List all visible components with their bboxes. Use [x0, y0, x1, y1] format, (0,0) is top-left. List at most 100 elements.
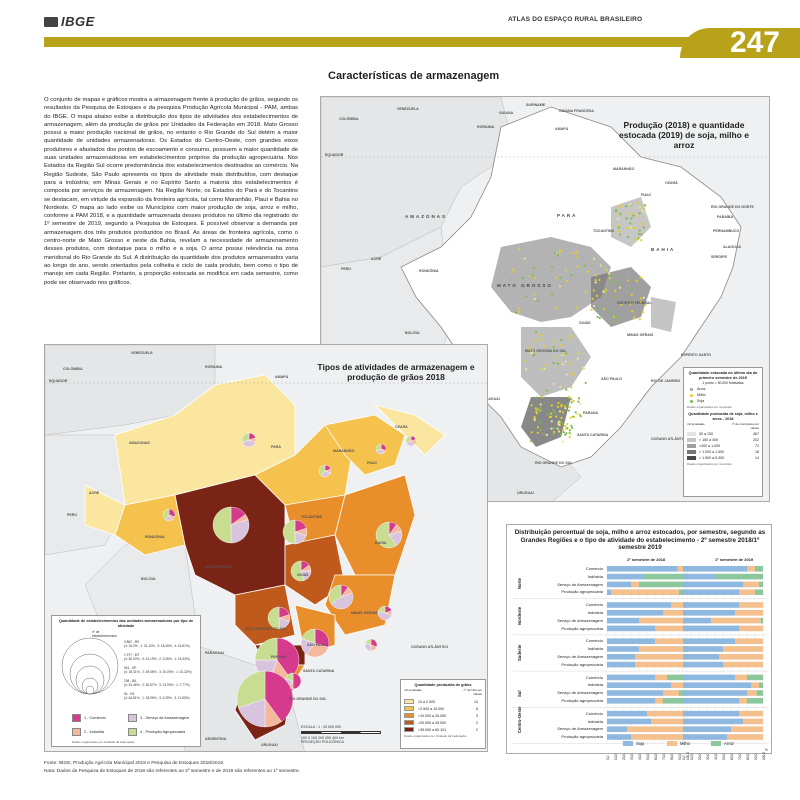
storage-dot	[584, 381, 587, 385]
map2-label-venezuela: VENEZUELA	[131, 351, 153, 355]
storage-distribution-chart: Distribuição percentual de soja, milho e…	[506, 524, 772, 760]
map1-class-row: 30 a 150 467	[687, 431, 759, 437]
storage-dot	[577, 265, 580, 268]
map2-class-row: >20.000 a 35.000 2	[404, 719, 482, 726]
map2-label-ceara: CEARÁ	[395, 425, 408, 429]
chart-panel-2018: 2º semestre de 2018	[627, 557, 666, 562]
storage-dot	[569, 416, 572, 419]
map2-scale: ESCALA : 1 : 25 000 000 100 0 100 200 30…	[301, 725, 381, 744]
map1-prod-note: Dados organizados por município	[687, 462, 732, 467]
storage-dot	[557, 420, 560, 423]
chart-tick-label: 100,0	[685, 752, 690, 760]
map1-label-roraima: RORAIMA	[477, 125, 495, 129]
storage-dot	[637, 232, 641, 235]
pie-slice	[292, 672, 302, 690]
chart-category-label: Serviço de Armazenagem	[557, 654, 603, 659]
storage-dot	[538, 421, 542, 424]
storage-dot	[554, 276, 558, 279]
storage-dot	[521, 276, 525, 280]
storage-dot	[644, 211, 647, 214]
map2-label-equador: EQUADOR	[49, 379, 68, 383]
storage-dot	[510, 271, 513, 274]
storage-dot	[598, 316, 601, 320]
storage-dot	[566, 403, 570, 406]
chart-category-label: Indústria	[587, 646, 603, 652]
storage-dot	[550, 265, 554, 269]
storage-dot	[619, 212, 622, 215]
chart-bar-segment	[663, 610, 683, 616]
storage-dot	[565, 427, 568, 431]
soy-dot-icon	[690, 399, 693, 403]
storage-dot	[625, 217, 628, 220]
storage-dot	[552, 345, 555, 349]
chart-bar-segment	[607, 646, 639, 652]
chart-bar-segment	[747, 698, 763, 704]
ibge-logo-icon	[44, 17, 58, 27]
storage-dot	[552, 432, 556, 435]
chart-bar-segment	[607, 698, 655, 704]
map1-class-row: >400 a 1.000 72	[687, 443, 759, 449]
storage-dot	[639, 297, 642, 300]
storage-dot	[571, 415, 575, 418]
storage-dot	[609, 274, 612, 277]
map1-class-row: > 150 a 400 202	[687, 437, 759, 443]
storage-dot	[557, 430, 561, 433]
storage-dot	[569, 433, 572, 436]
storage-dot	[594, 274, 597, 277]
storage-dot	[556, 405, 560, 408]
storage-dot	[598, 278, 601, 282]
storage-dot	[565, 388, 568, 391]
chart-bar-segment	[683, 646, 723, 652]
storage-dot	[567, 395, 571, 399]
map1-label-tocantins: TOCANTINS	[593, 229, 614, 233]
pie-slice	[162, 508, 170, 521]
chart-title: Distribuição percentual de soja, milho e…	[514, 529, 766, 551]
storage-dot	[574, 411, 577, 414]
storage-dot	[546, 413, 549, 416]
storage-dot	[540, 367, 543, 371]
storage-dot	[512, 268, 515, 271]
chart-category-label: Serviço de Armazenagem	[557, 617, 603, 623]
storage-dot	[575, 251, 578, 254]
storage-dot	[542, 433, 545, 436]
chart-tick-label: 30,0	[705, 753, 710, 760]
map2-label-sp: SÃO PAULO	[307, 643, 329, 647]
map1-label-piaui: PIAUÍ	[641, 193, 651, 197]
map2-label-maranhao: MARANHÃO	[333, 449, 355, 453]
map2-label-roraima: RORAIMA	[205, 365, 223, 369]
storage-dot	[570, 334, 573, 338]
storage-dot	[637, 201, 640, 205]
chart-bar-segment	[631, 581, 639, 588]
storage-dot	[639, 276, 642, 279]
storage-dot	[592, 304, 596, 308]
storage-dot	[517, 310, 521, 313]
map1-prod-title: Quantidade produzida de soja, milho e ar…	[688, 412, 758, 421]
pie-slice	[285, 672, 294, 682]
map1-label-amapa: AMAPÁ	[555, 127, 569, 131]
storage-dot	[550, 404, 553, 407]
pie-slice	[241, 432, 250, 443]
storage-dot	[572, 399, 575, 402]
chart-bar-segment	[627, 726, 687, 732]
chart-bar-segment	[739, 710, 763, 717]
storage-dot	[569, 362, 572, 365]
chart-bar-segment	[655, 625, 687, 632]
storage-dot	[599, 264, 602, 267]
chart-bar-segment	[683, 698, 739, 704]
map1-label-es: ESPÍRITO SANTO	[681, 353, 712, 357]
storage-dot	[634, 227, 637, 230]
storage-dot	[581, 366, 585, 369]
map1-prod-col: nº de municípios por classe	[731, 422, 759, 431]
ibge-logo: IBGE	[44, 14, 95, 29]
map1-label-rs: RIO GRANDE DO SUL	[535, 461, 573, 465]
storage-dot	[533, 339, 536, 342]
header-band	[44, 37, 800, 47]
map1-legend-title: Quantidade estocada no último dia do pri…	[688, 371, 758, 380]
map2-prod-note: Dados organizados por Unidade da Federaç…	[404, 734, 467, 738]
chart-bar-segment	[607, 638, 655, 644]
storage-dot	[561, 411, 564, 414]
chart-tick-label: 50,0	[721, 753, 726, 760]
storage-dot	[594, 279, 597, 282]
chart-tick-label: 60,0	[653, 753, 658, 760]
storage-dot	[530, 349, 533, 352]
